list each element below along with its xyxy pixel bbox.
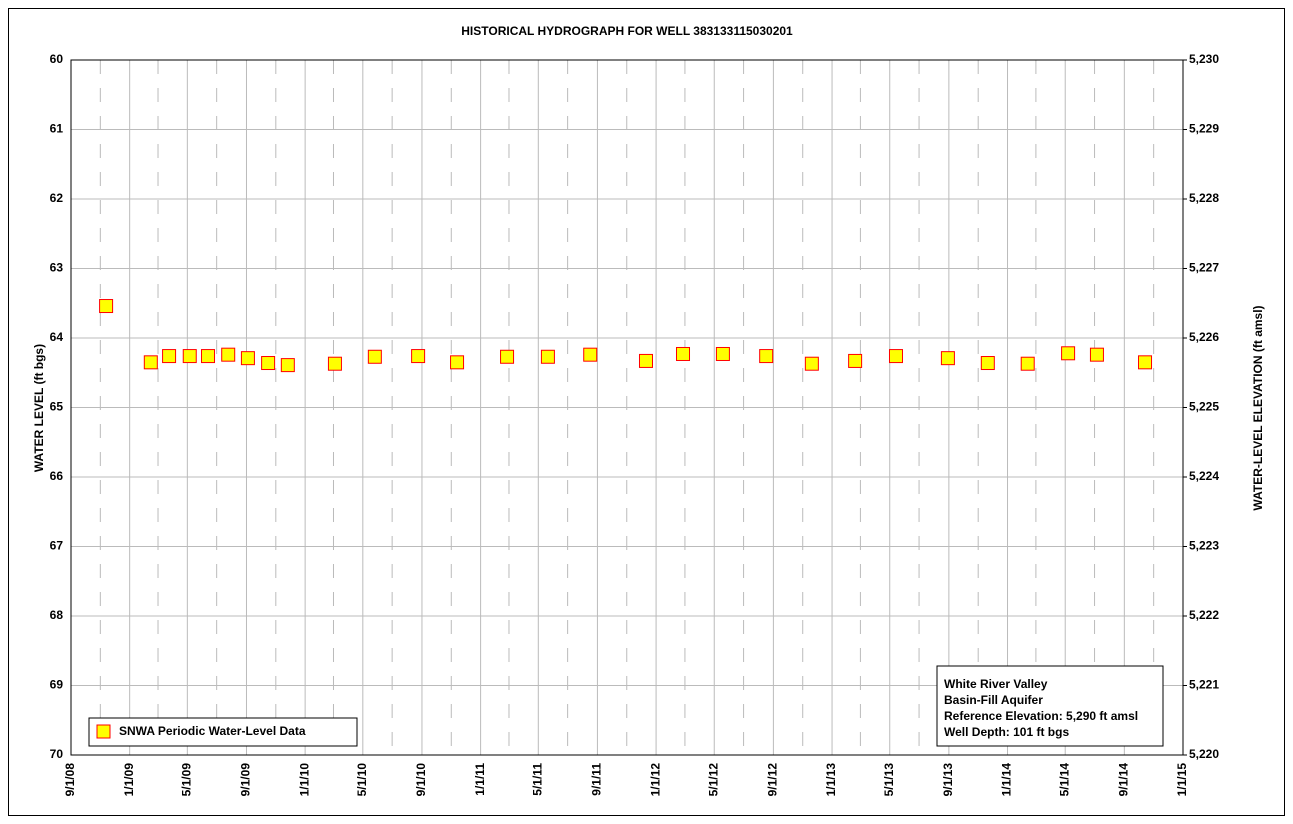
legend-label: SNWA Periodic Water-Level Data: [119, 724, 306, 738]
data-point: [888, 349, 903, 364]
x-tick-label: 9/1/09: [239, 763, 253, 797]
data-point: [676, 346, 691, 361]
y2-tick-label: 5,224: [1189, 469, 1219, 483]
x-tick-label: 5/1/13: [882, 763, 896, 797]
annotation-line: Well Depth: 101 ft bgs: [944, 725, 1069, 739]
y-tick-label: 61: [50, 122, 64, 136]
annotation-box: [936, 665, 1164, 747]
y2-axis-label: WATER-LEVEL ELEVATION (ft amsl): [1251, 305, 1265, 510]
x-tick-label: 1/1/15: [1175, 763, 1189, 797]
x-tick-label: 1/1/11: [473, 763, 487, 796]
x-tick-label: 9/1/10: [414, 763, 428, 797]
x-tick-label: 1/1/13: [824, 763, 838, 797]
x-tick-label: 1/1/14: [1000, 763, 1014, 797]
data-point: [221, 347, 236, 362]
data-point: [500, 349, 515, 364]
annotation-line: Reference Elevation: 5,290 ft amsl: [944, 709, 1138, 723]
x-tick-label: 9/1/13: [941, 763, 955, 797]
data-point: [1061, 346, 1076, 361]
plot-frame: [70, 59, 1184, 756]
y2-tick-label: 5,230: [1189, 52, 1219, 66]
annotation-line: White River Valley: [944, 677, 1048, 691]
data-point: [848, 353, 863, 368]
x-tick-label: 9/1/08: [63, 763, 77, 797]
data-point: [240, 351, 255, 366]
x-tick-label: 5/1/14: [1057, 763, 1071, 797]
annotation: White River Valley Basin-Fill Aquifer Refe…: [936, 665, 1164, 747]
data-point: [980, 356, 995, 371]
y-tick-label: 69: [50, 678, 64, 692]
y-tick-label: 68: [50, 608, 64, 622]
data-point: [367, 349, 382, 364]
data-point: [540, 349, 555, 364]
x-tick-label: 9/1/12: [766, 763, 780, 797]
y-tick-label: 62: [50, 191, 64, 205]
y-tick-label: 64: [50, 330, 64, 344]
y-tick-label: 66: [50, 469, 64, 483]
x-tick-label: 1/1/09: [122, 763, 136, 797]
y-tick-label: 60: [50, 52, 64, 66]
data-point: [583, 347, 598, 362]
data-point: [1089, 347, 1104, 362]
data-point: [162, 349, 177, 364]
y-tick-label: 65: [50, 400, 64, 414]
x-tick-label: 9/1/14: [1117, 763, 1131, 797]
data-point: [1020, 356, 1035, 371]
data-point: [450, 355, 465, 370]
data-point: [759, 349, 774, 364]
y2-tick-label: 5,220: [1189, 747, 1219, 761]
data-point: [143, 355, 158, 370]
data-point: [201, 349, 216, 364]
data-point: [411, 349, 426, 364]
x-tick-label: 1/1/12: [648, 763, 662, 797]
legend-swatch: [96, 724, 111, 739]
y-tick-label: 70: [50, 747, 64, 761]
chart-title: HISTORICAL HYDROGRAPH FOR WELL 383133115…: [461, 24, 793, 38]
y2-tick-label: 5,229: [1189, 122, 1219, 136]
legend: SNWA Periodic Water-Level Data: [88, 717, 358, 747]
y2-tick-label: 5,221: [1189, 678, 1219, 692]
y2-tick-label: 5,226: [1189, 330, 1219, 344]
y-axis-label: WATER LEVEL (ft bgs): [32, 344, 46, 472]
x-tick-label: 1/1/10: [297, 763, 311, 797]
x-tick-label: 5/1/12: [706, 763, 720, 797]
y2-tick-label: 5,223: [1189, 539, 1219, 553]
data-point: [99, 299, 114, 314]
x-tick-label: 5/1/11: [530, 763, 544, 796]
annotation-line: Basin-Fill Aquifer: [944, 693, 1043, 707]
data-point: [327, 356, 342, 371]
data-point: [261, 356, 276, 371]
y-tick-label: 67: [50, 539, 64, 553]
data-point: [182, 349, 197, 364]
x-tick-label: 5/1/09: [180, 763, 194, 797]
y2-tick-label: 5,227: [1189, 261, 1219, 275]
data-point: [715, 346, 730, 361]
data-point: [280, 358, 295, 373]
y2-tick-label: 5,228: [1189, 191, 1219, 205]
data-point: [940, 351, 955, 366]
legend-box: [88, 717, 358, 747]
y-tick-label: 63: [50, 261, 64, 275]
data-point: [1138, 355, 1153, 370]
x-tick-label: 9/1/11: [590, 763, 604, 796]
x-tick-label: 5/1/10: [355, 763, 369, 797]
y2-tick-label: 5,222: [1189, 608, 1219, 622]
y2-tick-label: 5,225: [1189, 400, 1219, 414]
data-point: [804, 356, 819, 371]
data-point: [638, 353, 653, 368]
